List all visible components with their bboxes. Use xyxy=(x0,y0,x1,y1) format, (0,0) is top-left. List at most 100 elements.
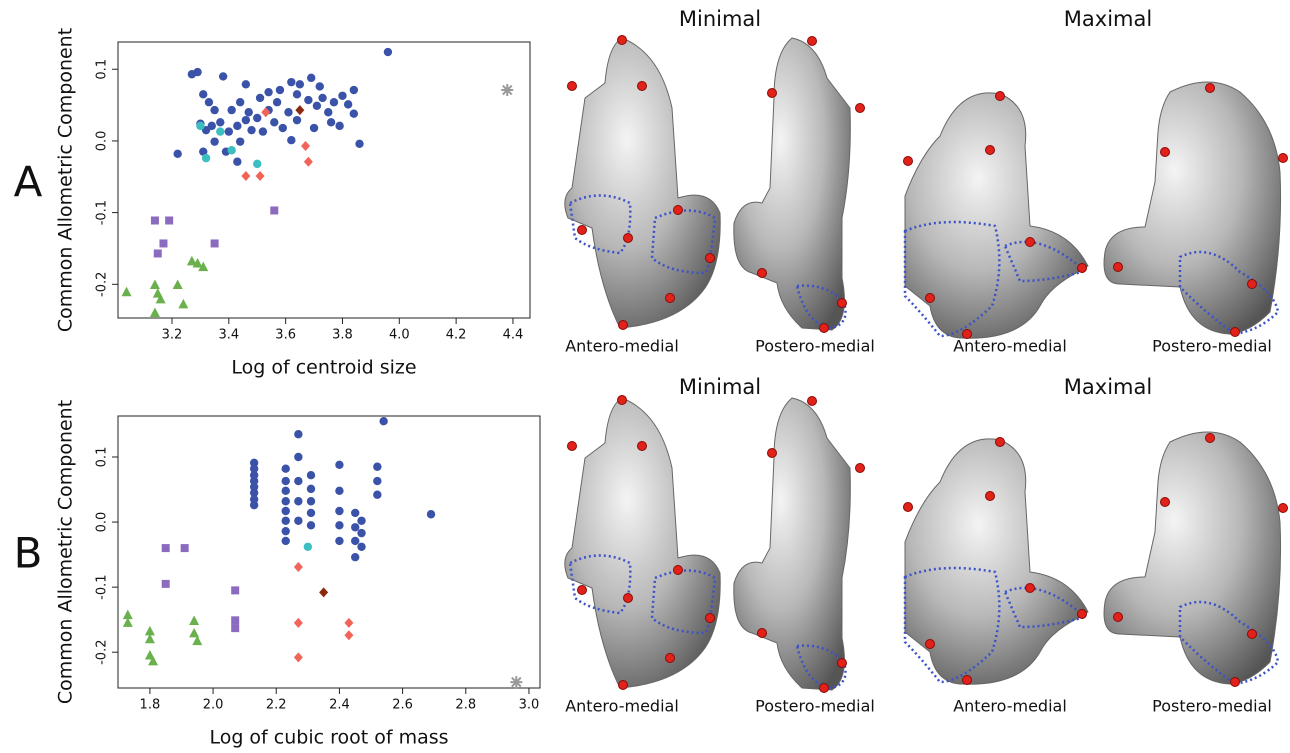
point xyxy=(255,171,265,182)
point xyxy=(249,476,259,486)
plot-frame xyxy=(117,415,541,689)
point xyxy=(235,98,245,107)
point xyxy=(319,587,329,598)
point xyxy=(335,521,344,530)
group-title: Minimal xyxy=(679,7,761,31)
point xyxy=(351,553,360,562)
point xyxy=(335,460,344,470)
point xyxy=(349,85,359,95)
point xyxy=(244,108,253,117)
landmark xyxy=(985,145,995,155)
x-tick-label: 2.6 xyxy=(392,698,413,713)
landmark xyxy=(855,103,865,113)
y-tick-label: -0.2 xyxy=(95,272,110,297)
point xyxy=(379,417,388,426)
landmark xyxy=(962,675,972,685)
point xyxy=(270,206,279,215)
point xyxy=(201,125,211,135)
landmark xyxy=(1113,262,1123,272)
y-tick-label: -0.1 xyxy=(95,574,110,599)
articular-outline xyxy=(1178,600,1280,686)
point xyxy=(210,239,219,248)
point xyxy=(249,488,259,497)
point xyxy=(122,617,133,627)
x-tick-label: 4.4 xyxy=(503,328,524,343)
bone xyxy=(1103,431,1282,685)
point xyxy=(426,510,436,519)
point xyxy=(241,80,251,89)
point xyxy=(207,121,216,131)
point xyxy=(210,137,219,146)
point xyxy=(294,516,303,525)
x-tick-label: 2.0 xyxy=(203,698,224,713)
articular-outline xyxy=(1003,240,1088,283)
articular-outline xyxy=(568,554,632,615)
point xyxy=(309,123,319,133)
point xyxy=(159,239,168,248)
point xyxy=(373,490,382,499)
point xyxy=(149,279,160,290)
x-tick-label: 3.0 xyxy=(519,698,540,713)
point xyxy=(284,108,293,117)
landmark xyxy=(1077,609,1087,619)
point xyxy=(233,157,242,166)
point xyxy=(153,249,162,258)
landmark xyxy=(1230,677,1240,687)
point xyxy=(270,118,279,127)
point xyxy=(281,526,290,536)
y-tick-label: -0.1 xyxy=(95,200,110,225)
point xyxy=(255,93,265,103)
bone-rendering xyxy=(903,437,1089,685)
landmark xyxy=(577,225,587,235)
point xyxy=(249,495,259,504)
bone xyxy=(733,397,851,691)
landmark xyxy=(577,585,587,595)
view-label: Postero-medial xyxy=(1152,697,1272,716)
landmark xyxy=(757,628,767,638)
landmark xyxy=(925,639,935,649)
point xyxy=(335,506,344,516)
landmark xyxy=(807,36,817,46)
landmark xyxy=(617,35,627,45)
point xyxy=(122,609,133,620)
landmark xyxy=(903,156,913,166)
point xyxy=(216,118,225,127)
point xyxy=(241,171,251,182)
landmark xyxy=(962,329,972,339)
point xyxy=(144,625,155,636)
point xyxy=(335,121,344,131)
landmark xyxy=(567,441,577,451)
point xyxy=(249,471,259,480)
landmark xyxy=(837,298,847,308)
y-tick-label: -0.2 xyxy=(95,640,110,665)
point xyxy=(180,544,189,553)
landmark xyxy=(618,320,628,330)
point xyxy=(351,536,360,546)
landmark xyxy=(985,491,995,501)
point xyxy=(264,87,273,97)
landmark xyxy=(705,253,715,263)
point xyxy=(351,508,360,518)
point xyxy=(261,107,271,118)
plot-frame xyxy=(117,41,531,319)
view-label: Antero-medial xyxy=(565,337,679,356)
point xyxy=(186,255,197,266)
landmark xyxy=(1025,237,1035,247)
point xyxy=(178,298,189,309)
point xyxy=(258,127,268,136)
articular-outline xyxy=(1003,586,1088,629)
point xyxy=(351,523,360,532)
point xyxy=(149,307,160,317)
point xyxy=(231,586,240,595)
view-label: Antero-medial xyxy=(953,697,1067,716)
point xyxy=(303,156,313,167)
landmark xyxy=(637,441,647,451)
point xyxy=(249,500,259,510)
point xyxy=(293,652,303,663)
point xyxy=(235,137,245,146)
landmark xyxy=(819,683,829,693)
bone-rendering xyxy=(733,396,865,693)
point xyxy=(357,516,366,525)
point xyxy=(324,108,333,117)
